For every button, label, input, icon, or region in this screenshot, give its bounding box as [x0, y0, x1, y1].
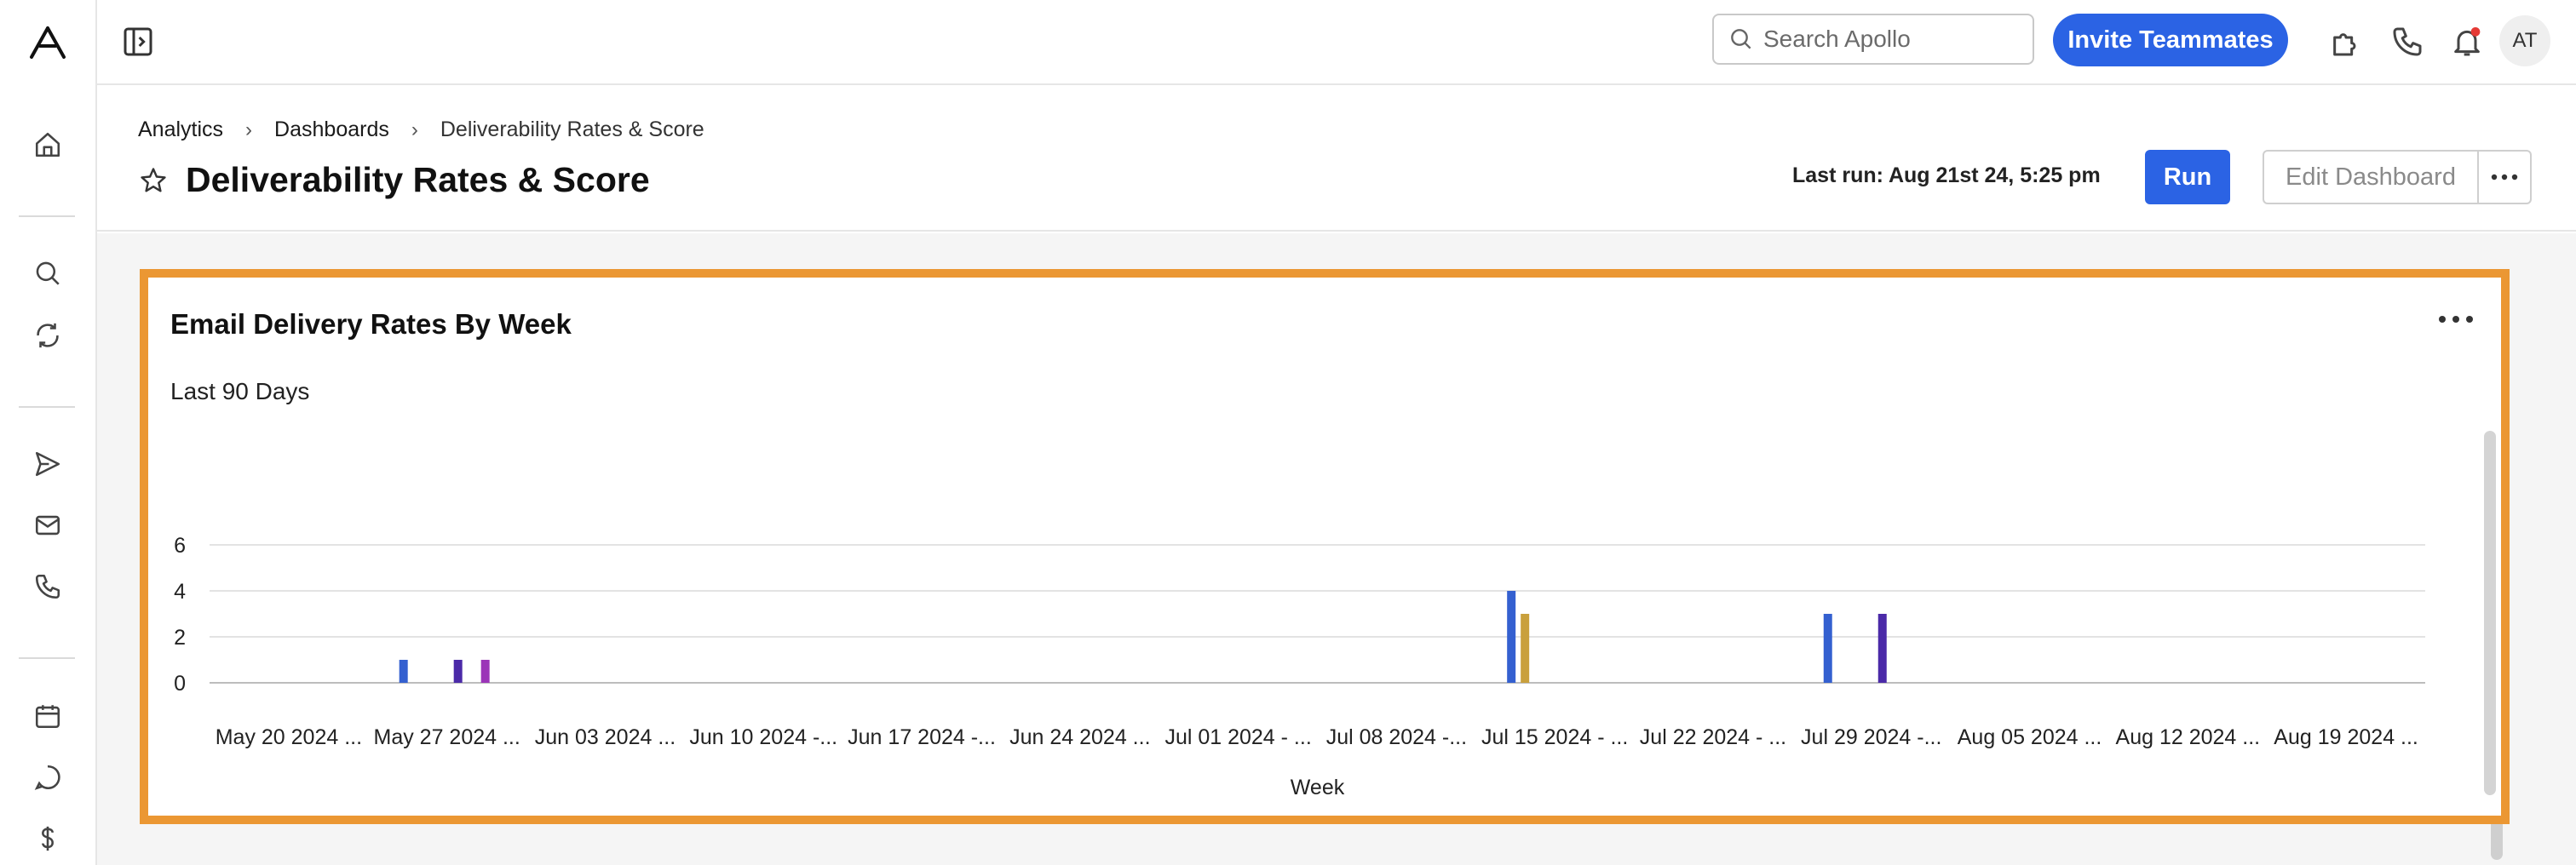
breadcrumb: Analytics › Dashboards › Deliverability … — [138, 117, 704, 142]
search-icon[interactable] — [31, 256, 65, 290]
x-tick-label: Aug 19 2024 ... — [2274, 725, 2418, 749]
sidebar-divider — [19, 215, 75, 217]
x-tick-label: Jul 01 2024 - ... — [1164, 725, 1311, 749]
search-icon — [1731, 29, 1751, 49]
y-tick-label: 0 — [174, 672, 186, 696]
x-tick-label: Jul 08 2024 -... — [1326, 725, 1467, 749]
y-tick-label: 4 — [174, 580, 186, 604]
breadcrumb-analytics[interactable]: Analytics — [138, 117, 224, 141]
mail-icon[interactable] — [31, 508, 65, 542]
chevron-right-icon: › — [245, 117, 253, 141]
more-horizontal-icon — [2491, 174, 2518, 180]
y-tick-label: 2 — [174, 626, 186, 650]
bar[interactable] — [480, 660, 490, 683]
phone-icon[interactable] — [31, 570, 65, 604]
chat-icon[interactable] — [31, 760, 65, 794]
sync-icon[interactable] — [31, 318, 65, 352]
y-tick-label: 6 — [174, 534, 186, 558]
chevron-right-icon: › — [411, 117, 418, 141]
page-header: Analytics › Dashboards › Deliverability … — [97, 87, 2576, 232]
x-tick-label: Jun 24 2024 ... — [1009, 725, 1150, 749]
bar-chart: 0 2 4 6 May 20 2024 ... May 27 2024 ... Jun 03… — [174, 534, 2425, 799]
last-run-text: Last run: Aug 21st 24, 5:25 pm — [1792, 163, 2101, 187]
calendar-icon[interactable] — [31, 699, 65, 733]
sidebar-divider — [19, 657, 75, 659]
dollar-icon[interactable] — [31, 822, 65, 856]
x-tick-label: May 20 2024 ... — [216, 725, 362, 749]
bar[interactable] — [1877, 614, 1887, 683]
home-icon[interactable] — [31, 128, 65, 162]
x-tick-label: Jun 10 2024 -... — [689, 725, 837, 749]
breadcrumb-dashboards[interactable]: Dashboards — [274, 117, 389, 141]
avatar[interactable]: AT — [2499, 15, 2550, 66]
x-tick-label: Jun 03 2024 ... — [535, 725, 676, 749]
card-more-icon[interactable] — [2435, 306, 2477, 332]
x-tick-label: May 27 2024 ... — [374, 725, 520, 749]
panel-toggle-icon[interactable] — [121, 25, 155, 59]
x-tick-label: Aug 12 2024 ... — [2116, 725, 2261, 749]
chart-card-title: Email Delivery Rates By Week — [170, 308, 572, 340]
puzzle-icon[interactable] — [2329, 25, 2363, 59]
star-icon[interactable] — [138, 165, 169, 196]
sidebar-divider — [19, 406, 75, 408]
run-button[interactable]: Run — [2145, 150, 2230, 204]
x-axis-label: Week — [1291, 776, 1345, 799]
more-options-button[interactable] — [2477, 150, 2532, 204]
x-tick-label: Jun 17 2024 -... — [848, 725, 996, 749]
bell-icon[interactable] — [2450, 25, 2484, 59]
bar[interactable] — [1507, 591, 1516, 683]
x-tick-label: Jul 15 2024 - ... — [1481, 725, 1628, 749]
search-input[interactable]: Search Apollo — [1712, 14, 2034, 65]
x-tick-label: Aug 05 2024 ... — [1958, 725, 2102, 749]
bar[interactable] — [453, 660, 463, 683]
x-tick-label: Jul 29 2024 -... — [1801, 725, 1941, 749]
send-icon[interactable] — [31, 447, 65, 481]
edit-dashboard-button[interactable]: Edit Dashboard — [2263, 150, 2479, 204]
card-scrollbar[interactable] — [2484, 431, 2496, 795]
x-tick-label: Jul 22 2024 - ... — [1640, 725, 1786, 749]
phone-icon[interactable] — [2390, 25, 2424, 59]
bar[interactable] — [1521, 614, 1530, 683]
invite-teammates-button[interactable]: Invite Teammates — [2053, 14, 2288, 66]
search-placeholder: Search Apollo — [1763, 26, 1911, 52]
bar[interactable] — [399, 660, 408, 683]
top-bar: Search Apollo Invite Teammates AT — [97, 0, 2576, 85]
bar[interactable] — [1823, 614, 1832, 683]
sidebar — [0, 0, 97, 865]
chart-card: Email Delivery Rates By Week Last 90 Day… — [140, 269, 2510, 824]
breadcrumb-current: Deliverability Rates & Score — [440, 117, 704, 141]
chart-card-subtitle: Last 90 Days — [170, 378, 310, 404]
page-title: Deliverability Rates & Score — [186, 160, 650, 199]
apollo-logo[interactable] — [29, 26, 66, 60]
